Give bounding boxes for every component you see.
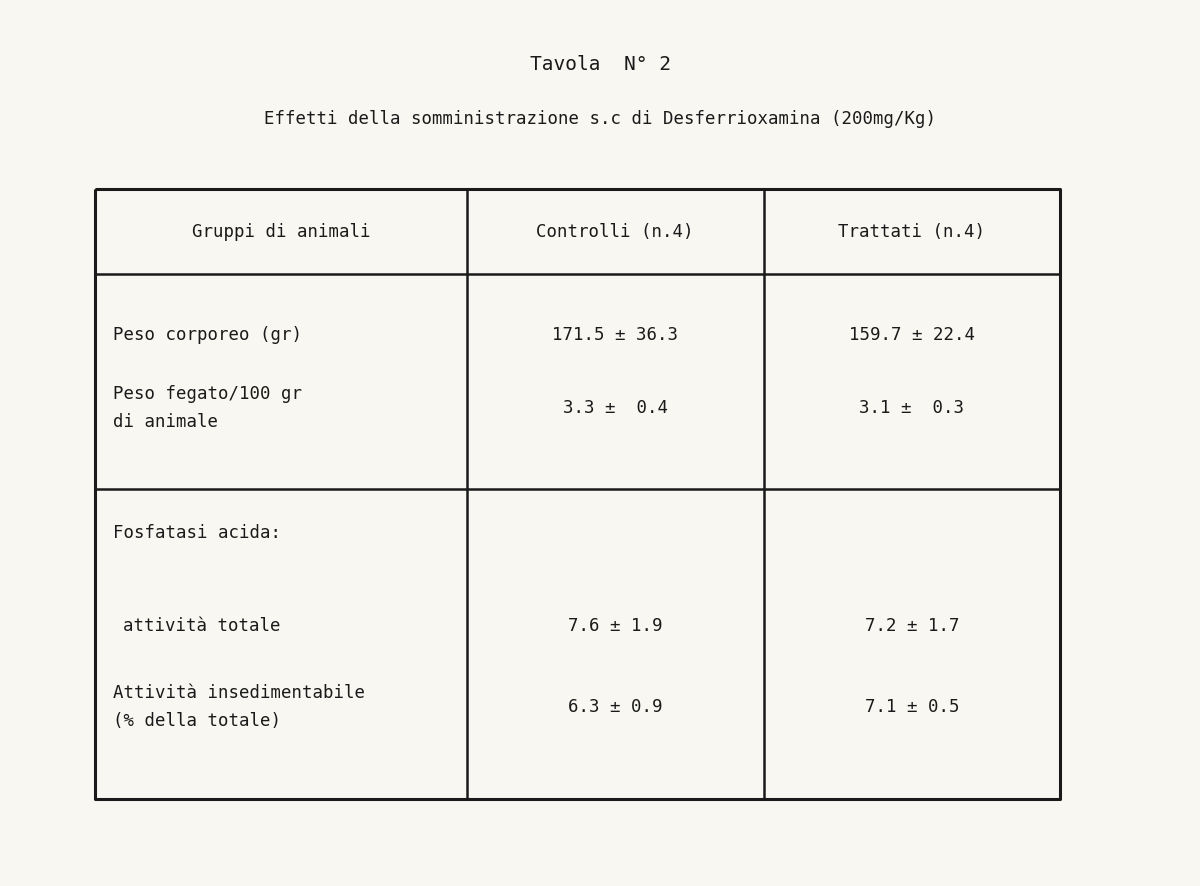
Text: Fosfatasi acida:: Fosfatasi acida: [113, 524, 281, 541]
Text: Tavola  N° 2: Tavola N° 2 [529, 55, 671, 74]
Text: 3.1 ±  0.3: 3.1 ± 0.3 [859, 399, 965, 416]
Text: Gruppi di animali: Gruppi di animali [192, 223, 370, 241]
Text: 3.3 ±  0.4: 3.3 ± 0.4 [563, 399, 667, 416]
Text: 159.7 ± 22.4: 159.7 ± 22.4 [848, 326, 974, 344]
Text: 7.6 ± 1.9: 7.6 ± 1.9 [568, 617, 662, 634]
Text: 6.3 ± 0.9: 6.3 ± 0.9 [568, 697, 662, 715]
Text: 7.2 ± 1.7: 7.2 ± 1.7 [865, 617, 959, 634]
Text: Trattati (n.4): Trattati (n.4) [839, 223, 985, 241]
Text: (% della totale): (% della totale) [113, 711, 281, 729]
Text: 7.1 ± 0.5: 7.1 ± 0.5 [865, 697, 959, 715]
Text: Controlli (n.4): Controlli (n.4) [536, 223, 694, 241]
Text: 171.5 ± 36.3: 171.5 ± 36.3 [552, 326, 678, 344]
Text: Peso fegato/100 gr: Peso fegato/100 gr [113, 385, 302, 403]
Text: Peso corporeo (gr): Peso corporeo (gr) [113, 326, 302, 344]
Text: Attività insedimentabile: Attività insedimentabile [113, 683, 365, 701]
Text: Effetti della somministrazione s.c di Desferrioxamina (200mg/Kg): Effetti della somministrazione s.c di De… [264, 110, 936, 128]
Text: di animale: di animale [113, 413, 218, 431]
Text: attività totale: attività totale [124, 617, 281, 634]
